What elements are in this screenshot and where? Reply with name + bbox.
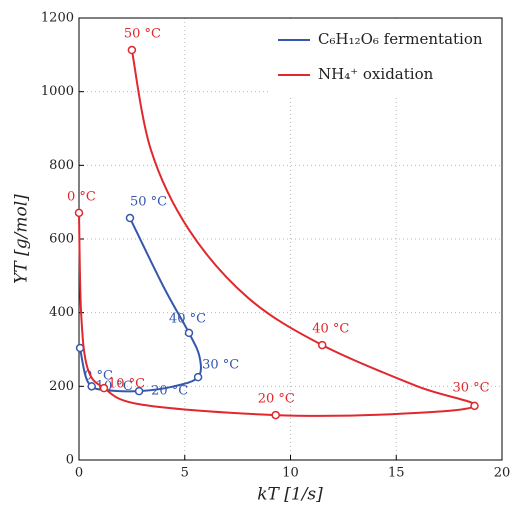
y-axis-label: YT [g/mol] [12,194,32,284]
point-label: 20 °C [151,384,188,399]
point-label: 40 °C [312,322,349,337]
legend-label: NH₄⁺ oxidation [318,65,434,83]
point-marker [75,343,85,353]
point-marker [99,383,109,393]
point-label: 30 °C [453,380,490,395]
point-marker [193,372,203,382]
point-label: 0 °C [84,369,113,384]
y-tick-label: 1200 [41,11,74,26]
point-marker [317,340,327,350]
point-label: 20 °C [258,392,295,407]
x-tick-label: 20 [494,466,511,481]
point-marker [127,45,137,55]
y-tick-label: 800 [49,158,74,173]
series-line [78,49,476,417]
point-label: 50 °C [130,195,167,210]
x-tick-label: 15 [388,466,405,481]
point-label: 40 °C [169,311,206,326]
y-tick-label: 600 [49,232,74,247]
y-tick-label: 200 [49,379,74,394]
y-tick-label: 1000 [41,84,74,99]
x-tick-label: 0 [75,466,83,481]
point-label: 50 °C [124,27,161,42]
y-tick-label: 400 [49,305,74,320]
point-marker [134,386,144,396]
x-axis-label: kT [1/s] [257,485,323,505]
point-marker [125,213,135,223]
point-label: 0 °C [67,189,96,204]
point-marker [470,401,479,411]
point-marker [271,410,280,420]
legend-box [270,19,500,97]
legend-label: C₆H₁₂O₆ fermentation [318,30,483,48]
point-marker [87,382,96,391]
point-label: 30 °C [202,358,239,373]
point-marker [184,328,194,338]
x-tick-label: 10 [282,466,299,481]
point-marker [74,208,84,218]
point-label: 10 °C [108,377,145,392]
x-tick-label: 5 [181,466,189,481]
y-tick-label: 0 [66,453,74,468]
